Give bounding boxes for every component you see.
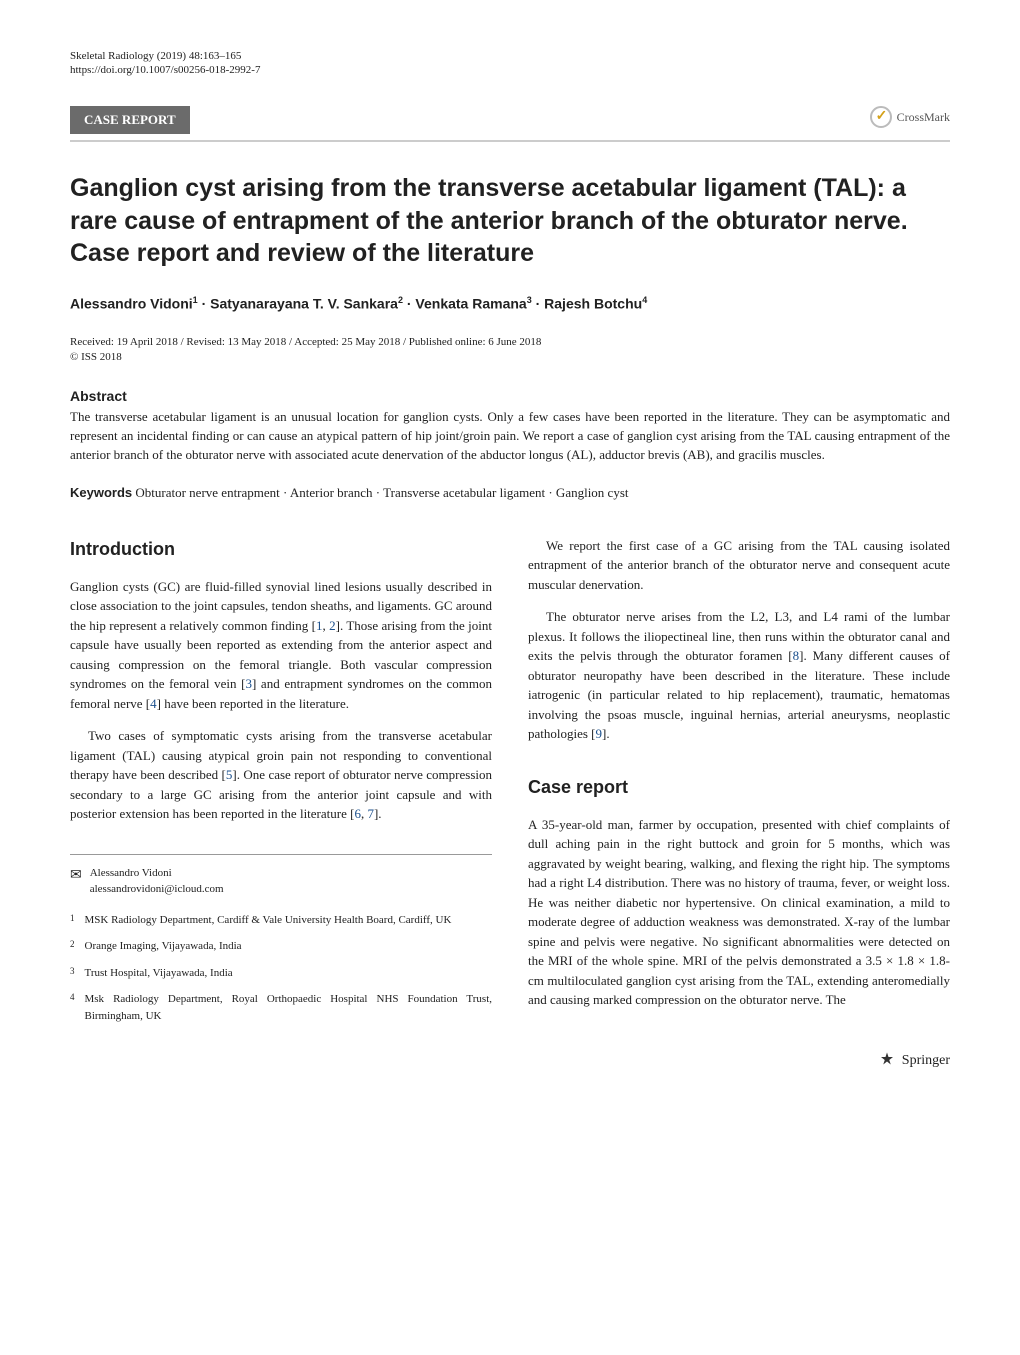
intro-p2: Two cases of symptomatic cysts arising f… <box>70 726 492 824</box>
right-p2c: ]. <box>602 726 610 741</box>
corresponding-author: ✉ Alessandro Vidoni alessandrovidoni@icl… <box>70 865 492 898</box>
keywords-heading: Keywords <box>70 485 132 500</box>
section-label-row: CASE REPORT CrossMark <box>70 106 950 140</box>
ref-1[interactable]: 1 <box>316 618 323 633</box>
keywords-values: Obturator nerve entrapment · Anterior br… <box>135 485 628 500</box>
footnotes: ✉ Alessandro Vidoni alessandrovidoni@icl… <box>70 854 492 1025</box>
right-p1: We report the first case of a GC arising… <box>528 536 950 595</box>
keywords-line: Keywords Obturator nerve entrapment · An… <box>70 485 950 501</box>
doi: https://doi.org/10.1007/s00256-018-2992-… <box>70 64 260 76</box>
springer-logo: Springer <box>878 1050 950 1071</box>
crossmark-icon <box>870 106 892 128</box>
corresp-email: alessandrovidoni@icloud.com <box>90 881 224 898</box>
label-underline <box>70 140 950 142</box>
case-report-p1: A 35-year-old man, farmer by occupation,… <box>528 815 950 1010</box>
right-column: We report the first case of a GC arising… <box>528 536 950 1077</box>
case-report-label: CASE REPORT <box>70 106 190 134</box>
crossmark-badge[interactable]: CrossMark <box>870 106 950 128</box>
crossmark-text: CrossMark <box>897 110 950 125</box>
page-footer: Springer <box>528 1050 950 1077</box>
affil3-text: Trust Hospital, Vijayawada, India <box>85 965 233 982</box>
copyright: © ISS 2018 <box>70 351 950 363</box>
introduction-heading: Introduction <box>70 536 492 563</box>
left-column: Introduction Ganglion cysts (GC) are flu… <box>70 536 492 1077</box>
case-report-heading: Case report <box>528 774 950 801</box>
corresp-name: Alessandro Vidoni <box>90 865 224 882</box>
affiliation-2: 2Orange Imaging, Vijayawada, India <box>70 938 492 955</box>
abstract-text: The transverse acetabular ligament is an… <box>70 408 950 465</box>
affil4-text: Msk Radiology Department, Royal Orthopae… <box>85 991 493 1024</box>
publisher-name: Springer <box>902 1050 950 1071</box>
intro-p1d: ] have been reported in the literature. <box>157 696 349 711</box>
affiliation-4: 4Msk Radiology Department, Royal Orthopa… <box>70 991 492 1024</box>
body-columns: Introduction Ganglion cysts (GC) are flu… <box>70 536 950 1077</box>
header-line: Skeletal Radiology (2019) 48:163–165 <box>70 50 950 62</box>
intro-p2c: ]. <box>374 806 382 821</box>
intro-p1: Ganglion cysts (GC) are fluid-filled syn… <box>70 577 492 714</box>
article-title: Ganglion cyst arising from the transvers… <box>70 172 950 270</box>
affil2-text: Orange Imaging, Vijayawada, India <box>85 938 242 955</box>
doi-line: https://doi.org/10.1007/s00256-018-2992-… <box>70 64 950 76</box>
envelope-icon: ✉ <box>70 865 82 898</box>
ref-6[interactable]: 6 <box>354 806 361 821</box>
abstract-heading: Abstract <box>70 388 950 404</box>
publication-dates: Received: 19 April 2018 / Revised: 13 Ma… <box>70 336 950 348</box>
right-p2: The obturator nerve arises from the L2, … <box>528 607 950 744</box>
authors-line: Alessandro Vidoni1 · Satyanarayana T. V.… <box>70 295 950 312</box>
affiliation-3: 3Trust Hospital, Vijayawada, India <box>70 965 492 982</box>
journal-citation: Skeletal Radiology (2019) 48:163–165 <box>70 50 241 62</box>
affil1-text: MSK Radiology Department, Cardiff & Vale… <box>85 912 452 929</box>
springer-icon <box>878 1051 896 1069</box>
affiliation-1: 1MSK Radiology Department, Cardiff & Val… <box>70 912 492 929</box>
